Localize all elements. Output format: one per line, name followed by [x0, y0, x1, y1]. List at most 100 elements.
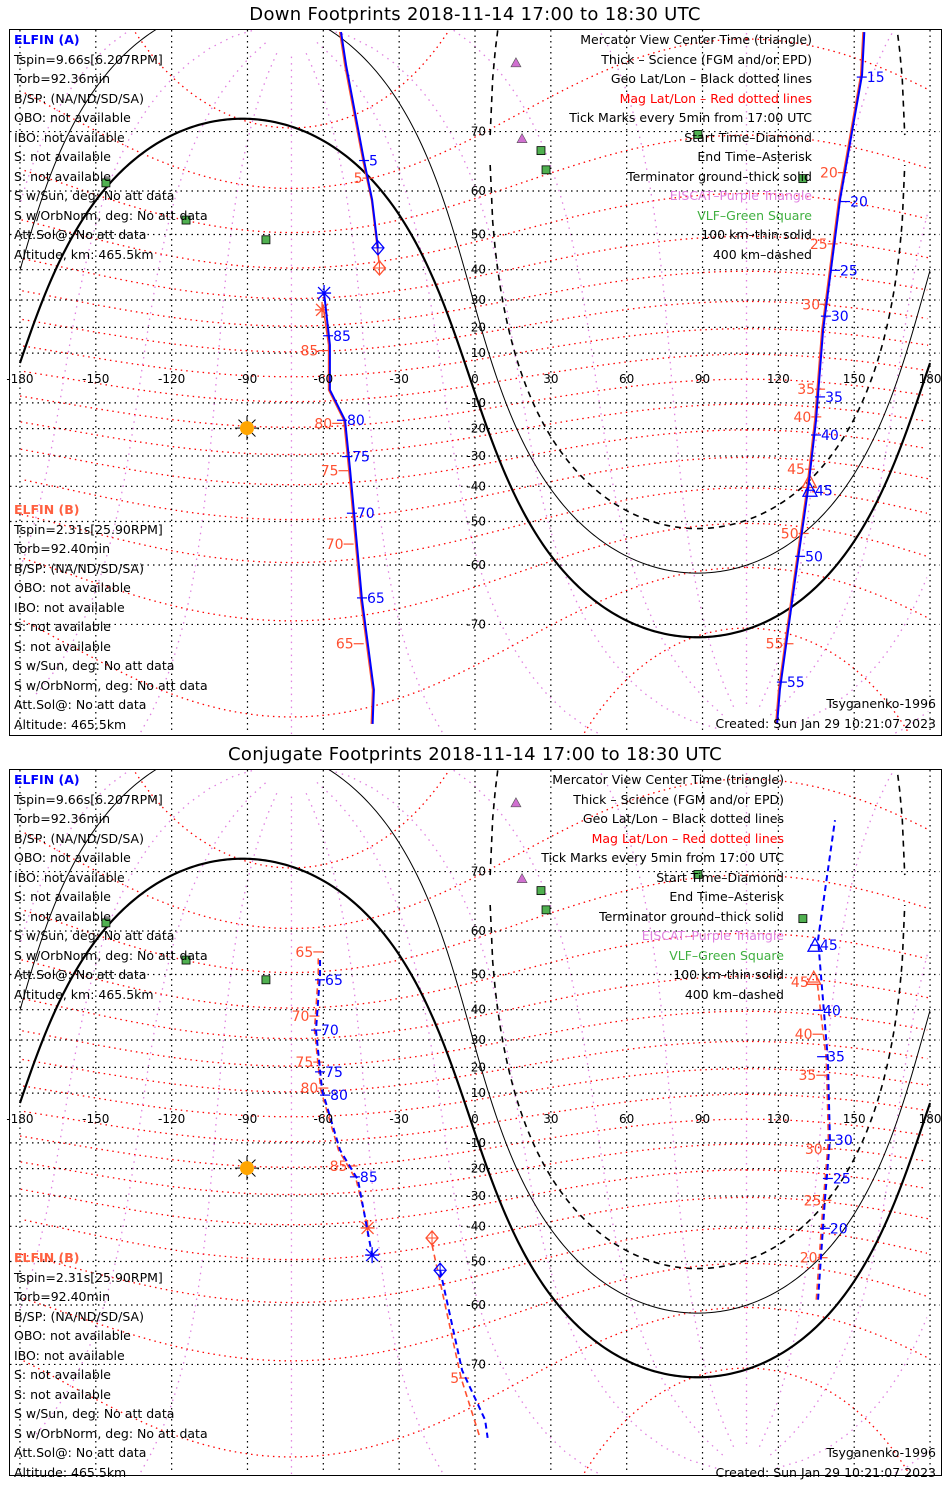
lon-tick-label: 150	[843, 1112, 866, 1126]
elfin-a-title: ELFIN (A)	[14, 772, 80, 787]
elfin-a-info-line: S: not available	[14, 908, 111, 924]
legend-line: 400 km–dashed	[712, 246, 812, 262]
elfin-a-tick-label: 15	[867, 70, 885, 86]
mag-lat-line	[23, 522, 747, 622]
lon-tick-label: -60	[314, 1112, 334, 1126]
mag-lat-line	[746, 328, 929, 346]
vlf-station-square	[536, 146, 546, 156]
eiscat-station-triangle	[516, 133, 528, 143]
elfin-b-info-line: S w/Sun, deg: No att data	[14, 1406, 175, 1421]
mag-lat-line	[746, 566, 930, 620]
lat-tick-label: -20	[466, 422, 486, 436]
elfin-b-title: ELFIN (B)	[14, 1250, 80, 1265]
elfin-a-info-line: Tspin=9.66s[6.207RPM]	[14, 51, 163, 67]
mag-lat-line	[23, 1262, 747, 1362]
elfin-b-tick-label: 25	[810, 237, 828, 253]
legend-line: 100 km–thin solid	[673, 967, 784, 982]
lat-tick-label: 40	[471, 263, 486, 277]
lon-tick-label: 120	[767, 372, 790, 386]
lat-tick-label: -10	[466, 396, 486, 410]
elfin-a-start-diamond-icon	[371, 239, 385, 256]
mag-lat-line	[746, 778, 930, 831]
elfin-b-info-line: OBO: not available	[14, 580, 131, 595]
vlf-station-square	[693, 130, 703, 139]
mag-lat-line	[24, 874, 747, 974]
elfin-a-info-line: S w/OrbNorm, deg: No att data	[14, 207, 208, 223]
elfin-b-end-asterisk-icon	[315, 301, 330, 318]
elfin-a-tick-label: 40	[821, 428, 839, 444]
elfin-b-tick-label: 45	[791, 975, 809, 991]
mag-lat-line	[746, 1367, 911, 1474]
vlf-station-square	[536, 886, 546, 896]
elfin-b-info-line: Torb=92.40min	[14, 1289, 111, 1304]
elfin-b-tick-label: 55	[766, 637, 784, 653]
vlf-station-square	[798, 174, 808, 184]
mag-lon-line	[769, 210, 930, 716]
field-model-label: Tsyganenko-1996	[826, 696, 936, 711]
mag-lat-line	[746, 378, 926, 396]
terminator-400km-line	[489, 164, 906, 530]
mag-lat-line	[746, 1227, 928, 1254]
elfin-a-info-line: S: not available	[14, 168, 111, 184]
elfin-b-start-diamond-icon	[425, 1229, 439, 1246]
lon-tick-label: 30	[543, 1112, 558, 1126]
lat-tick-label: -20	[466, 1162, 486, 1176]
elfin-b-info-line: S: not available	[14, 638, 111, 654]
legend-line: Mag Lat/Lon – Red dotted lines	[619, 90, 812, 106]
elfin-a-tick-label: 30	[835, 1133, 853, 1149]
terminator-400km-line	[896, 30, 906, 136]
lon-tick-label: -180	[6, 372, 33, 386]
vlf-station-square	[541, 905, 551, 915]
lat-tick-label: 60	[471, 184, 486, 198]
elfin-b-tick-label: 80	[314, 416, 332, 432]
legend-line: Thick – Science (FGM and/or EPD)	[573, 791, 784, 807]
lon-tick-label: -120	[158, 372, 185, 386]
elfin-a-tick-label: 55	[787, 675, 805, 691]
mag-lat-line	[746, 1262, 930, 1298]
legend-line: Terminator ground–thick solid	[599, 908, 784, 924]
mag-lat-line	[582, 627, 747, 734]
elfin-a-track	[323, 292, 375, 724]
elfin-a-tick-label: 75	[352, 450, 370, 466]
mag-lon-line	[769, 950, 930, 1456]
mag-lon-line	[314, 40, 602, 734]
vlf-station-square	[101, 918, 111, 928]
lat-tick-label: -40	[466, 479, 486, 493]
legend-line: Start Time–Diamond	[656, 869, 784, 885]
mag-lon-line	[19, 770, 257, 1309]
elfin-b-tick-label: 25	[804, 1193, 822, 1209]
elfin-b-tick-label: 30	[805, 1142, 823, 1158]
mag-lat-line	[23, 1093, 747, 1143]
mag-lat-line	[21, 192, 747, 269]
mag-lat-line	[746, 134, 930, 170]
lat-tick-label: -30	[466, 1189, 486, 1203]
eiscat-station-triangle	[510, 57, 522, 68]
elfin-a-info-line: IBO: not available	[14, 129, 125, 145]
conjugate-footprints-panel: Conjugate Footprints 2018-11-14 17:00 to…	[0, 740, 950, 1480]
elfin-a-info-line: Att.Sol@: No att data	[14, 227, 147, 242]
legend-line: End Time–Asterisk	[697, 149, 812, 164]
mag-lat-line	[23, 235, 747, 300]
lon-tick-label: 180	[919, 372, 942, 386]
mag-lat-line	[23, 353, 747, 403]
elfin-b-end-asterisk-icon	[360, 1219, 375, 1236]
terminator-100km-line	[19, 770, 931, 1314]
elfin-a-info-line: B/SP: (NA/ND/SD/SA)	[14, 830, 144, 846]
mag-lat-line	[24, 456, 747, 521]
elfin-b-track	[322, 304, 374, 724]
elfin-b-info-line: Tspin=2.31s[25.90RPM]	[14, 1269, 163, 1285]
elfin-b-title: ELFIN (B)	[14, 502, 80, 517]
legend-line: Mercator View Center Time (triangle)	[580, 32, 812, 47]
elfin-a-tick-label: 5	[369, 154, 378, 170]
elfin-b-tick-label: 40	[795, 1027, 813, 1043]
lat-tick-label: 30	[471, 293, 486, 307]
elfin-a-tick-label: 85	[333, 329, 351, 345]
elfin-b-center-triangle-icon	[805, 969, 822, 985]
mag-lat-line	[21, 1227, 747, 1304]
legend-line: VLF–Green Square	[669, 947, 784, 963]
mag-lat-line	[746, 456, 931, 480]
legend-line: Geo Lat/Lon – Black dotted lines	[582, 811, 784, 826]
legend-line: EISCAT–Purple Triangle	[641, 928, 784, 943]
elfin-a-tick-label: 25	[840, 263, 858, 279]
elfin-b-info-line: IBO: not available	[14, 599, 125, 615]
